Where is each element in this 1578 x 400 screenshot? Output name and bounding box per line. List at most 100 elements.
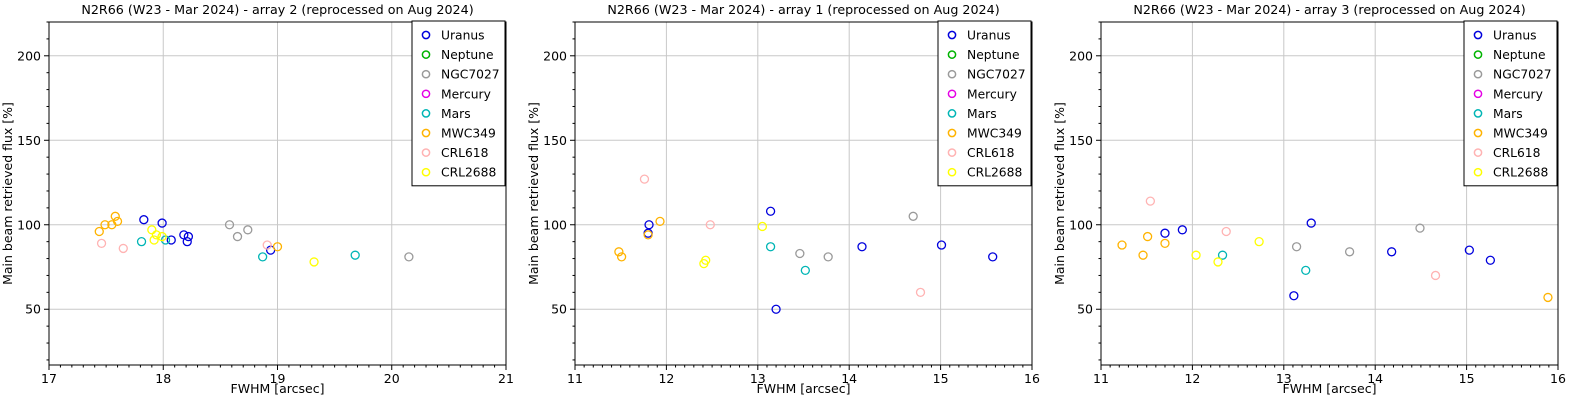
scatter-point-uranus bbox=[183, 231, 194, 242]
y-tick-label: 150 bbox=[543, 133, 567, 148]
scatter-point-crl618 bbox=[1430, 270, 1441, 281]
scatter-point-ngc7027 bbox=[823, 252, 833, 262]
scatter-point-uranus bbox=[1306, 218, 1316, 228]
legend-marker-icon bbox=[421, 167, 431, 177]
scatter-point-uranus bbox=[1387, 247, 1397, 257]
scatter-point-crl618 bbox=[915, 287, 926, 297]
x-tick-label: 13 bbox=[1276, 371, 1292, 386]
legend-marker-icon bbox=[947, 69, 957, 79]
chart-panel-array-2: 17 18 19 20 21 50 100 150 200 FWHM [arcsec] Main b… bbox=[0, 0, 526, 400]
legend-label-mercury: Mercury bbox=[1493, 87, 1543, 101]
scatter-point-mars bbox=[1301, 265, 1311, 276]
legend-marker-icon bbox=[947, 89, 957, 99]
scatter-point-crl618 bbox=[262, 240, 272, 250]
scatter-plot-array-3: 11 12 13 14 15 16 50 100 150 200 FWHM [arcsec] Main… bbox=[1052, 0, 1578, 400]
x-tick-label: 17 bbox=[41, 371, 57, 386]
scatter-point-mars bbox=[257, 252, 268, 262]
scatter-point-uranus bbox=[771, 304, 781, 314]
scatter-point-mwc349 bbox=[655, 216, 665, 227]
x-tick-label: 20 bbox=[384, 371, 400, 386]
chart-panel-array-1: 11 12 13 14 15 16 50 100 150 200 FWHM [arcsec] Main… bbox=[526, 0, 1052, 400]
legend-label-mercury: Mercury bbox=[967, 87, 1017, 101]
plot-frame bbox=[48, 21, 507, 366]
scatter-point-mars bbox=[765, 242, 776, 252]
legend-marker-icon bbox=[1473, 109, 1483, 118]
x-tick-label: 21 bbox=[498, 371, 514, 386]
y-tick-label: 50 bbox=[25, 302, 41, 317]
y-axis-label: Main beam retrieved flux [%] bbox=[1052, 102, 1067, 285]
legend-marker-icon bbox=[947, 148, 957, 157]
legend-label-neptune: Neptune bbox=[441, 48, 494, 62]
x-tick-label: 16 bbox=[1024, 371, 1040, 386]
legend-label-mars: Mars bbox=[967, 107, 997, 121]
scatter-point-uranus bbox=[1464, 245, 1474, 255]
scatter-point-mwc349 bbox=[272, 242, 283, 252]
y-tick-label: 200 bbox=[543, 48, 567, 63]
scatter-point-crl618 bbox=[639, 174, 650, 184]
legend-label-mwc349: MWC349 bbox=[441, 127, 496, 141]
scatter-point-ngc7027 bbox=[232, 231, 243, 242]
legend-marker-icon bbox=[947, 167, 957, 177]
legend-marker-icon bbox=[1473, 89, 1483, 99]
x-axis-label: FWHM [arcsec] bbox=[231, 381, 325, 396]
legend-label-mwc349: MWC349 bbox=[1493, 127, 1548, 141]
legend-marker-icon bbox=[947, 30, 957, 40]
scatter-plot-array-1: 11 12 13 14 15 16 50 100 150 200 FWHM [arcsec] Main… bbox=[526, 0, 1052, 400]
legend-box bbox=[1463, 20, 1558, 187]
scatter-point-mwc349 bbox=[1138, 250, 1148, 260]
scatter-point-mars bbox=[136, 237, 147, 247]
legend-marker-icon bbox=[1473, 30, 1483, 40]
legend-label-ngc7027: NGC7027 bbox=[967, 68, 1026, 82]
legend-box bbox=[411, 20, 506, 187]
y-tick-label: 100 bbox=[17, 217, 41, 232]
scatter-point-mwc349 bbox=[1117, 240, 1127, 250]
y-tick-label: 200 bbox=[17, 48, 41, 63]
y-tick-label: 150 bbox=[17, 133, 41, 148]
legend-label-mercury: Mercury bbox=[441, 87, 491, 101]
scatter-point-crl2688 bbox=[151, 230, 162, 240]
legend-marker-icon bbox=[421, 128, 431, 138]
chart-title: N2R66 (W23 - Mar 2024) - array 3 (reproc… bbox=[1133, 2, 1525, 17]
scatter-point-ngc7027 bbox=[1344, 247, 1355, 257]
scatter-point-mwc349 bbox=[1543, 292, 1553, 303]
x-tick-label: 14 bbox=[841, 371, 857, 386]
scatter-point-uranus bbox=[1160, 228, 1170, 238]
legend-marker-icon bbox=[1473, 50, 1483, 59]
plot-frame bbox=[1100, 21, 1559, 366]
y-tick-label: 100 bbox=[543, 217, 567, 232]
scatter-point-mars bbox=[350, 250, 360, 260]
legend-marker-icon bbox=[947, 109, 957, 118]
scatter-point-uranus bbox=[166, 235, 176, 245]
x-axis-label: FWHM [arcsec] bbox=[1283, 381, 1377, 396]
scatter-point-uranus bbox=[157, 218, 167, 228]
legend-label-crl618: CRL618 bbox=[1493, 146, 1540, 160]
scatter-point-ngc7027 bbox=[243, 225, 253, 235]
y-tick-label: 200 bbox=[1069, 48, 1093, 63]
scatter-point-crl2688 bbox=[1191, 250, 1201, 260]
legend-label-crl2688: CRL2688 bbox=[441, 166, 496, 180]
legend-marker-icon bbox=[1473, 69, 1483, 79]
scatter-point-uranus bbox=[139, 215, 149, 225]
scatter-point-crl2688 bbox=[157, 231, 167, 242]
scatter-point-mwc349 bbox=[112, 216, 123, 227]
scatter-point-mwc349 bbox=[643, 230, 653, 240]
legend-label-crl618: CRL618 bbox=[441, 146, 488, 160]
legend-label-mars: Mars bbox=[441, 107, 471, 121]
legend-label-mars: Mars bbox=[1493, 107, 1523, 121]
scatter-point-mars bbox=[1217, 250, 1228, 260]
scatter-point-crl618 bbox=[118, 243, 128, 254]
scatter-point-ngc7027 bbox=[224, 220, 235, 230]
scatter-point-uranus bbox=[1289, 291, 1299, 301]
x-tick-label: 11 bbox=[567, 371, 583, 386]
legend-marker-icon bbox=[421, 30, 431, 40]
scatter-point-ngc7027 bbox=[1291, 242, 1302, 252]
scatter-point-uranus bbox=[1177, 225, 1187, 235]
legend-marker-icon bbox=[1473, 167, 1483, 177]
legend-marker-icon bbox=[947, 128, 957, 138]
scatter-point-mwc349 bbox=[94, 226, 104, 237]
legend-marker-icon bbox=[421, 50, 431, 59]
legend-label-uranus: Uranus bbox=[441, 29, 485, 43]
y-tick-label: 100 bbox=[1069, 217, 1093, 232]
x-tick-label: 12 bbox=[1184, 371, 1200, 386]
legend-label-uranus: Uranus bbox=[1493, 29, 1537, 43]
